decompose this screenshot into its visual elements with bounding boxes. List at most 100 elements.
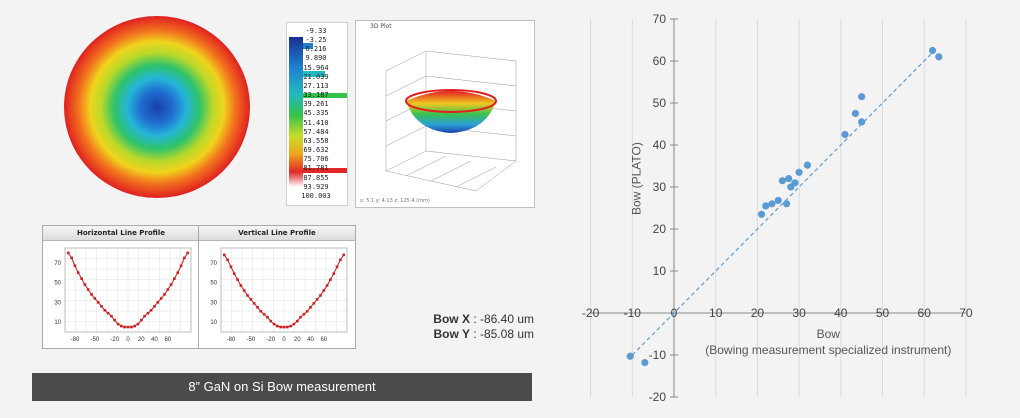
- x-axis-subtitle: (Bowing measurement specialized instrume…: [705, 343, 951, 357]
- bow-x-label: Bow X: [433, 312, 470, 326]
- horizontal-profile-title: Horizontal Line Profile: [43, 226, 199, 241]
- profile-point: [173, 277, 176, 280]
- x-tick-label: -10: [624, 306, 642, 320]
- scatter-point: [626, 352, 634, 360]
- profile-point: [315, 298, 319, 301]
- scatter-point: [774, 196, 782, 205]
- x-tick-label: 70: [959, 306, 973, 320]
- profile-point: [126, 325, 130, 329]
- scatter-point: [768, 200, 776, 208]
- y-tick-label: 10: [54, 320, 61, 326]
- scale-label: 15.964: [303, 63, 329, 72]
- profile-point: [282, 325, 286, 329]
- scatter-point: [785, 175, 793, 183]
- profile-point: [86, 288, 90, 291]
- x-tick-label: -80: [71, 337, 80, 343]
- scatter-point: [762, 202, 770, 210]
- profile-point: [269, 319, 273, 323]
- scale-label: 75.706: [303, 155, 329, 164]
- y-tick-label: -20: [649, 390, 667, 404]
- profile-point: [186, 251, 189, 255]
- scale-label: 27.113: [303, 81, 329, 90]
- profile-point: [342, 253, 345, 257]
- x-tick-label: -20: [582, 306, 600, 320]
- scale-label: -3.25: [305, 36, 327, 45]
- scale-label: 21.039: [303, 72, 329, 81]
- x-tick-label: 50: [876, 306, 890, 320]
- y-tick-label: 20: [653, 222, 667, 236]
- wafer-heatmap: [64, 16, 250, 198]
- x-tick-label: -20: [110, 337, 119, 343]
- vertical-profile-panel: Vertical Line Profile 70 50 30 10 -80 -50 -20 0…: [198, 225, 356, 349]
- profile-point: [163, 293, 166, 296]
- scale-label: 69.632: [303, 146, 329, 155]
- scale-label: 33.187: [303, 91, 329, 100]
- profile-point: [183, 256, 186, 260]
- y-tick-label: 60: [653, 54, 667, 68]
- y-tick-label: 70: [210, 261, 217, 267]
- plot-frame: [64, 247, 192, 333]
- profile-point: [67, 251, 70, 255]
- scatter-point: [803, 161, 812, 169]
- profile-point: [236, 278, 239, 281]
- x-axis-title: Bow: [817, 327, 841, 341]
- bow-y-value: : -85.08 um: [473, 327, 534, 341]
- scale-label: 51.410: [303, 118, 329, 127]
- vertical-profile-plot: 70 50 30 10 -80 -50 -20 0 20 40 60: [210, 247, 348, 343]
- scale-label: 45.335: [303, 109, 329, 118]
- profile-point: [130, 325, 133, 329]
- caption-banner: 8” GaN on Si Bow measurement: [32, 373, 532, 401]
- bow-scatter-chart: -20-1010203040506070-20-1001020304050607…: [582, 12, 973, 404]
- scatter-point: [935, 53, 943, 61]
- profile-point: [110, 314, 113, 318]
- profile-point: [223, 253, 226, 257]
- scatter-point: [858, 93, 866, 101]
- scale-label: -9.33: [305, 27, 327, 35]
- profile-point: [106, 311, 110, 315]
- profile-point: [289, 324, 292, 328]
- bow-y-readout: Bow Y : -85.08 um: [400, 327, 535, 341]
- profile-point: [93, 297, 97, 300]
- profile-point: [279, 325, 282, 329]
- bow-x-readout: Bow X : -86.40 um: [400, 312, 534, 326]
- x-tick-label: 40: [834, 306, 848, 320]
- y-tick-label: 30: [653, 180, 667, 194]
- scatter-point: [851, 109, 859, 118]
- profile-point: [262, 312, 266, 316]
- x-tick-label: 20: [294, 337, 301, 343]
- y-tick-label: 10: [210, 320, 217, 326]
- profile-point: [80, 277, 83, 280]
- profile-point: [309, 305, 312, 309]
- x-tick-label: 40: [307, 337, 314, 343]
- y-tick-label: 30: [54, 300, 61, 306]
- scatter-point: [778, 177, 787, 185]
- y-tick-label: 50: [210, 281, 217, 287]
- vertical-profile-title: Vertical Line Profile: [199, 226, 355, 241]
- scale-label: 9.890: [305, 54, 327, 63]
- profile-point: [143, 314, 146, 318]
- scatter-point: [928, 46, 937, 55]
- profile-point: [226, 258, 229, 262]
- trend-line: [631, 47, 938, 356]
- profile-point: [83, 283, 87, 286]
- profile-point: [319, 294, 322, 297]
- x-tick-label: 60: [320, 337, 327, 343]
- profile-point: [232, 272, 236, 275]
- 3d-plot-caption: x: 5.1 y: 4.13 z: 125.4 (mm): [360, 198, 430, 204]
- profile-point: [259, 309, 263, 313]
- scatter-point: [791, 179, 799, 187]
- profile-point: [229, 265, 233, 269]
- scatter-point: [641, 358, 649, 367]
- scatter-point: [795, 168, 803, 176]
- profile-point: [295, 319, 299, 323]
- profile-point: [242, 289, 246, 292]
- 3d-plot-title: 3D Plot: [370, 23, 392, 30]
- x-tick-label: -20: [266, 337, 275, 343]
- scale-label: 93.929: [303, 182, 329, 191]
- 3d-plot-window: 3D Plot x: 5.1 y: 4.13 z: 125.4 (: [355, 20, 535, 208]
- scale-label: 100.003: [301, 191, 331, 200]
- horizontal-profile-plot: 70 50 30 10 -80 -50 -20 0 20 40 60: [54, 247, 192, 343]
- profile-point: [153, 305, 156, 308]
- x-tick-label: 20: [751, 306, 765, 320]
- profile-point: [256, 305, 259, 309]
